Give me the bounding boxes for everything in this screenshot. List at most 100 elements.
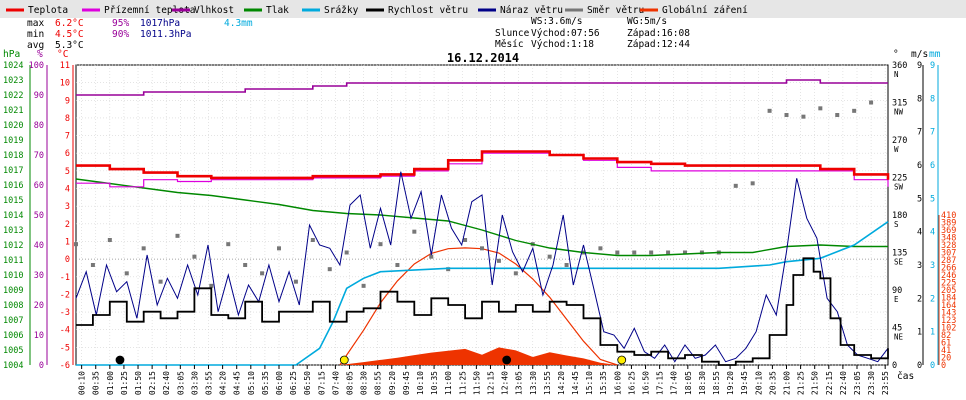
temperature-tick-3: -3 <box>60 308 70 318</box>
moonrise-marker <box>115 355 125 365</box>
wind-dir-name-6: W <box>894 145 899 154</box>
wind-direction-point-32 <box>615 250 620 255</box>
wind-direction-point-7 <box>192 254 197 259</box>
x-tick-53: 22:15 <box>825 371 834 395</box>
wind-direction-point-35 <box>666 250 671 255</box>
temperature-tick-11: 5 <box>65 167 70 177</box>
x-axis-label: čas <box>897 371 914 382</box>
temperature-tick-14: 8 <box>65 114 70 124</box>
rain-line <box>76 221 889 366</box>
x-tick-1: 00:35 <box>92 371 101 395</box>
x-tick-43: 18:05 <box>684 371 693 395</box>
pressure-tick-12: 1016 <box>3 181 23 191</box>
legend-label-0: Teplota <box>28 5 68 16</box>
x-tick-31: 13:05 <box>515 371 524 395</box>
radiation-tick-0: 0 <box>941 361 946 371</box>
rain-tick-5: 5 <box>930 194 935 204</box>
pressure-line <box>75 178 888 257</box>
radiation-tick-6: 123 <box>941 316 956 326</box>
temperature-tick-5: -1 <box>60 273 70 283</box>
wind-dir-tick-0: 0 <box>892 361 897 371</box>
axes: 1004100510061007100810091010101110121013… <box>3 61 956 371</box>
wind-direction-point-46 <box>852 108 857 113</box>
temperature-tick-7: 1 <box>65 237 70 247</box>
radiation-tick-14: 287 <box>941 256 956 266</box>
pressure-tick-15: 1019 <box>3 136 23 146</box>
radiation-tick-17: 348 <box>941 234 956 244</box>
humidity-tick-3: 30 <box>34 271 44 281</box>
wind-direction-point-13 <box>293 279 298 284</box>
x-tick-21: 08:55 <box>374 371 383 395</box>
humidity-tick-6: 60 <box>34 181 44 191</box>
pressure-tick-19: 1023 <box>3 76 23 86</box>
rain-tick-2: 2 <box>930 294 935 304</box>
temperature-tick-17: 11 <box>60 61 70 71</box>
x-tick-47: 19:45 <box>740 371 749 395</box>
wind-direction-point-0 <box>74 242 78 247</box>
info-ws: WS:3.6m/s <box>531 16 582 27</box>
wind-direction-point-12 <box>277 246 281 251</box>
x-tick-25: 10:35 <box>430 371 439 395</box>
radiation-tick-12: 246 <box>941 271 956 281</box>
wind-speed-tick-4: 4 <box>917 228 922 238</box>
wind-dir-name-7: NW <box>894 108 904 117</box>
stats-avg-temp: 5.3°C <box>55 40 84 51</box>
wind-speed-line <box>76 257 889 366</box>
wind-dir-tick-8: 360 <box>892 61 907 71</box>
temperature-tick-2: -4 <box>60 326 70 336</box>
x-tick-44: 18:30 <box>698 371 707 395</box>
wind-speed-tick-5: 5 <box>917 194 922 204</box>
pressure-tick-10: 1014 <box>3 211 23 221</box>
radiation-tick-2: 41 <box>941 346 951 356</box>
pressure-tick-4: 1008 <box>3 301 23 311</box>
x-tick-48: 20:10 <box>754 371 763 395</box>
wind-direction-point-4 <box>141 246 146 251</box>
wind-direction-point-6 <box>175 233 180 238</box>
radiation-tick-1: 20 <box>941 354 951 364</box>
wind-direction-point-44 <box>818 106 823 111</box>
humidity-tick-10: 100 <box>29 61 44 71</box>
radiation-tick-5: 102 <box>941 324 956 334</box>
x-tick-3: 01:25 <box>120 371 129 395</box>
axis-header-pressure: hPa <box>3 49 20 60</box>
wind-direction-point-36 <box>683 250 687 255</box>
stats-min-hum: 90% <box>112 29 129 40</box>
radiation-tick-9: 184 <box>941 294 956 304</box>
sunrise-marker <box>339 355 349 365</box>
temperature-tick-4: -2 <box>60 290 70 300</box>
moonset-marker <box>502 355 512 365</box>
grid <box>75 64 889 366</box>
pressure-tick-3: 1007 <box>3 316 23 326</box>
humidity-tick-7: 70 <box>34 151 44 161</box>
wind-speed-tick-0: 0 <box>917 361 922 371</box>
humidity-tick-8: 80 <box>34 121 44 131</box>
rain-tick-7: 7 <box>930 128 935 138</box>
temperature-tick-10: 4 <box>65 185 70 195</box>
temperature-tick-9: 3 <box>65 202 70 212</box>
info-sun-set: Západ:16:08 <box>627 28 690 39</box>
x-tick-5: 02:15 <box>148 371 157 395</box>
wind-direction-point-10 <box>243 263 248 267</box>
x-tick-49: 20:35 <box>768 371 777 395</box>
wind-dir-tick-1: 45 <box>892 324 902 334</box>
wind-speed-tick-1: 1 <box>917 328 922 338</box>
wind-direction-point-24 <box>480 246 484 251</box>
wind-direction-point-2 <box>107 238 112 242</box>
stats-max-temp: 6.2°C <box>55 18 84 29</box>
axis-header-humidity: % <box>37 49 43 60</box>
info-sun-rise: Východ:07:56 <box>531 28 600 39</box>
wind-speed-tick-7: 7 <box>917 128 922 138</box>
x-tick-41: 17:15 <box>656 371 665 395</box>
wind-speed-tick-9: 9 <box>917 61 922 71</box>
wind-dir-name-2: E <box>894 295 899 304</box>
stats-rain-total: 4.3mm <box>224 18 253 29</box>
x-tick-23: 09:45 <box>402 371 411 395</box>
wind-direction-point-28 <box>547 254 552 259</box>
wind-direction-point-3 <box>124 271 129 276</box>
wind-direction-point-22 <box>446 267 451 272</box>
x-tick-4: 01:50 <box>134 371 143 395</box>
radiation-tick-3: 61 <box>941 339 951 349</box>
chart-title: 16.12.2014 <box>447 51 519 65</box>
x-tick-55: 23:05 <box>853 371 862 395</box>
